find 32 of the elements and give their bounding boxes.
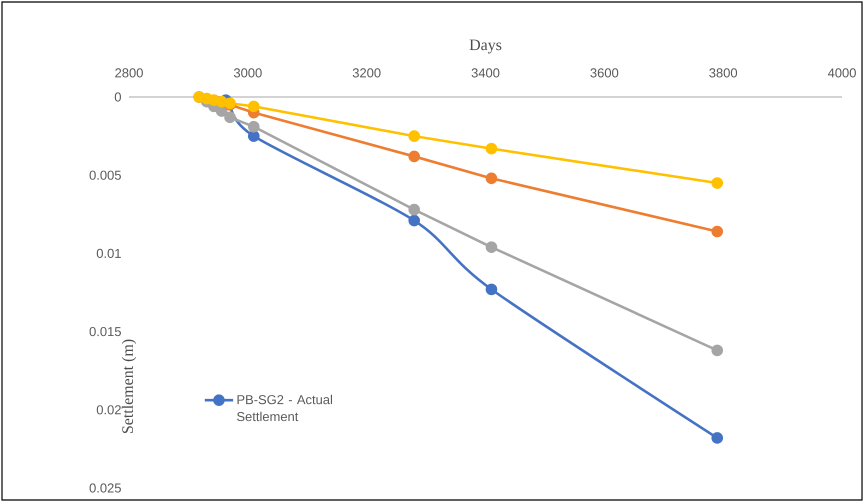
point [248, 130, 260, 142]
point [711, 344, 724, 356]
x-tick-label: 3600 [590, 68, 618, 78]
x-tick-label: 4000 [828, 68, 856, 78]
point [248, 100, 260, 112]
point [408, 214, 420, 226]
point [486, 142, 498, 154]
point [224, 112, 236, 124]
y-tick-label: 0.015 [90, 327, 121, 336]
y-tick-label: 0.02 [96, 405, 121, 414]
y-axis-title: Settlement (m) [122, 340, 136, 434]
x-tick-label: 3000 [234, 68, 262, 78]
point [711, 177, 724, 189]
point [408, 130, 420, 142]
y-tick-label: 0.025 [90, 483, 121, 493]
x-tick-label: 2800 [115, 68, 143, 78]
x-tick-label: 3400 [472, 68, 500, 78]
point [711, 432, 724, 444]
point [711, 226, 724, 238]
legend-label: PB-SG2 - Actual Settlement [237, 394, 332, 422]
y-tick-label: 0 [114, 92, 121, 102]
x-tick-label: 3800 [709, 68, 738, 78]
x-tick-label: 3200 [352, 68, 381, 78]
point [486, 172, 498, 184]
point [486, 241, 498, 253]
point [408, 204, 420, 216]
y-tick-label: 0.01 [96, 248, 121, 258]
x-axis-title: Days [470, 40, 502, 54]
point [408, 150, 420, 162]
point [248, 120, 260, 133]
y-tick-label: 0.005 [90, 170, 121, 180]
point [486, 284, 498, 296]
